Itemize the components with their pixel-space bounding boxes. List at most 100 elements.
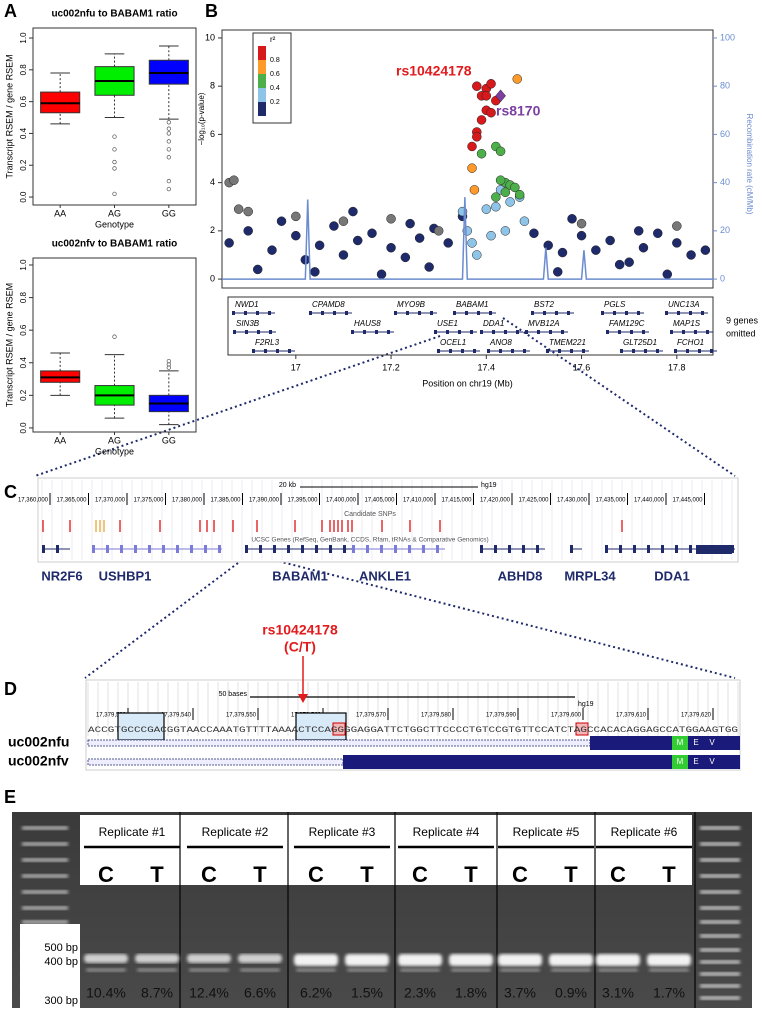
replicate-label: Replicate #6 — [611, 825, 678, 839]
gene-name: MRPL34 — [564, 568, 616, 583]
ladder-band — [700, 948, 740, 952]
amino-acid: V — [709, 757, 715, 766]
chart-title: uc002nfv to BABAM1 ratio — [52, 239, 178, 250]
percentage: 3.7% — [504, 985, 536, 1001]
snp-name: rs10424178 — [262, 622, 338, 638]
snp-point — [243, 226, 253, 236]
legend-swatch — [258, 60, 266, 74]
allele-label: T — [464, 862, 478, 887]
exon — [567, 311, 570, 315]
band — [345, 954, 389, 966]
snp-point — [505, 197, 515, 207]
x-tick-label: AG — [108, 435, 121, 445]
percentage: 8.7% — [141, 985, 173, 1001]
exon — [620, 349, 623, 353]
exon — [516, 330, 519, 334]
ladder-band — [700, 984, 740, 988]
coordinate-label: 17,379,610 — [616, 713, 647, 719]
gene-exon — [480, 545, 483, 553]
zoom-lines — [34, 317, 736, 679]
snp-point — [500, 226, 511, 236]
snp-point — [433, 226, 444, 236]
snp-point — [472, 81, 482, 91]
panel-label: E — [4, 787, 16, 807]
x-axis-label: Genotype — [95, 219, 134, 229]
y-tick-label: 10 — [205, 32, 215, 42]
snp-point — [567, 214, 577, 224]
gene-exon — [106, 545, 109, 553]
exon — [625, 311, 628, 315]
exon — [511, 349, 514, 353]
y-tick-label: 0.8 — [19, 64, 28, 76]
y-tick-label: 0.2 — [19, 389, 28, 401]
x-tick-label: 17.6 — [573, 362, 591, 372]
snp-point — [552, 267, 563, 277]
band-faint — [400, 968, 440, 972]
gene-label: UNC13A — [668, 300, 700, 309]
exon — [689, 311, 692, 315]
snp-point — [310, 267, 320, 277]
gene-exon — [287, 545, 290, 553]
snp-point — [510, 182, 520, 193]
gene-name: USHBP1 — [99, 568, 152, 583]
exon — [523, 349, 526, 353]
chart-title: uc002nfu to BABAM1 ratio — [51, 9, 177, 20]
outlier — [166, 120, 171, 125]
snp-point — [352, 235, 363, 246]
snp-point — [500, 187, 511, 198]
coordinate-label: 17,380,000 — [172, 498, 203, 504]
snp-point — [467, 238, 477, 248]
outlier — [112, 147, 117, 152]
gene-exon — [366, 545, 369, 553]
genes-omitted: 9 genes — [726, 315, 759, 325]
band — [84, 954, 128, 963]
snp-point — [591, 245, 601, 255]
gene-exon — [190, 545, 193, 553]
percentage: 12.4% — [189, 985, 229, 1001]
assembly-label: hg19 — [481, 482, 497, 489]
exon — [656, 349, 659, 353]
percentage: 3.1% — [602, 985, 634, 1001]
exon — [489, 311, 492, 315]
gene-exon — [204, 545, 207, 553]
scale-label: 20 kb — [279, 482, 296, 489]
exon — [437, 349, 440, 353]
exon — [701, 311, 704, 315]
coordinate-label: 17,440,000 — [634, 498, 665, 504]
ladder-band — [700, 920, 740, 924]
exon — [682, 330, 685, 334]
snp-point — [605, 235, 615, 246]
y-tick-label: 1.0 — [19, 259, 28, 271]
transcript-name: uc002nfu — [8, 734, 69, 750]
coordinate-label: 17,445,000 — [672, 498, 703, 504]
band — [498, 954, 542, 966]
exon — [606, 330, 609, 334]
y-tick-label: 0.0 — [19, 191, 28, 203]
band-faint — [347, 968, 387, 972]
amino-acid: M — [677, 738, 684, 747]
snp-point — [469, 185, 480, 195]
replicate-label: Replicate #1 — [99, 825, 166, 839]
gene-label: BST2 — [534, 300, 555, 309]
plot-frame — [221, 29, 714, 289]
legend-tick-label: 0.8 — [270, 57, 280, 64]
snp-point — [519, 216, 530, 226]
replicate-label: Replicate #2 — [202, 825, 269, 839]
y2-tick-label: 100 — [720, 32, 735, 42]
y2-tick-label: 0 — [720, 273, 725, 283]
exon — [686, 349, 689, 353]
allele-label: T — [564, 862, 578, 887]
snp-point — [414, 233, 425, 243]
snp-point — [486, 230, 496, 241]
y-tick-label: 2 — [210, 225, 215, 235]
coordinate-label: 17,415,000 — [441, 498, 472, 504]
gene-exon — [570, 545, 573, 553]
snp-point — [462, 226, 473, 236]
snp-point — [338, 216, 349, 226]
gene-label: TMEM221 — [549, 338, 586, 347]
exon — [363, 330, 366, 334]
gene-exon — [647, 545, 650, 553]
legend-swatch — [258, 88, 266, 102]
coordinate-label: 17,435,000 — [595, 498, 626, 504]
label-area — [80, 815, 692, 885]
